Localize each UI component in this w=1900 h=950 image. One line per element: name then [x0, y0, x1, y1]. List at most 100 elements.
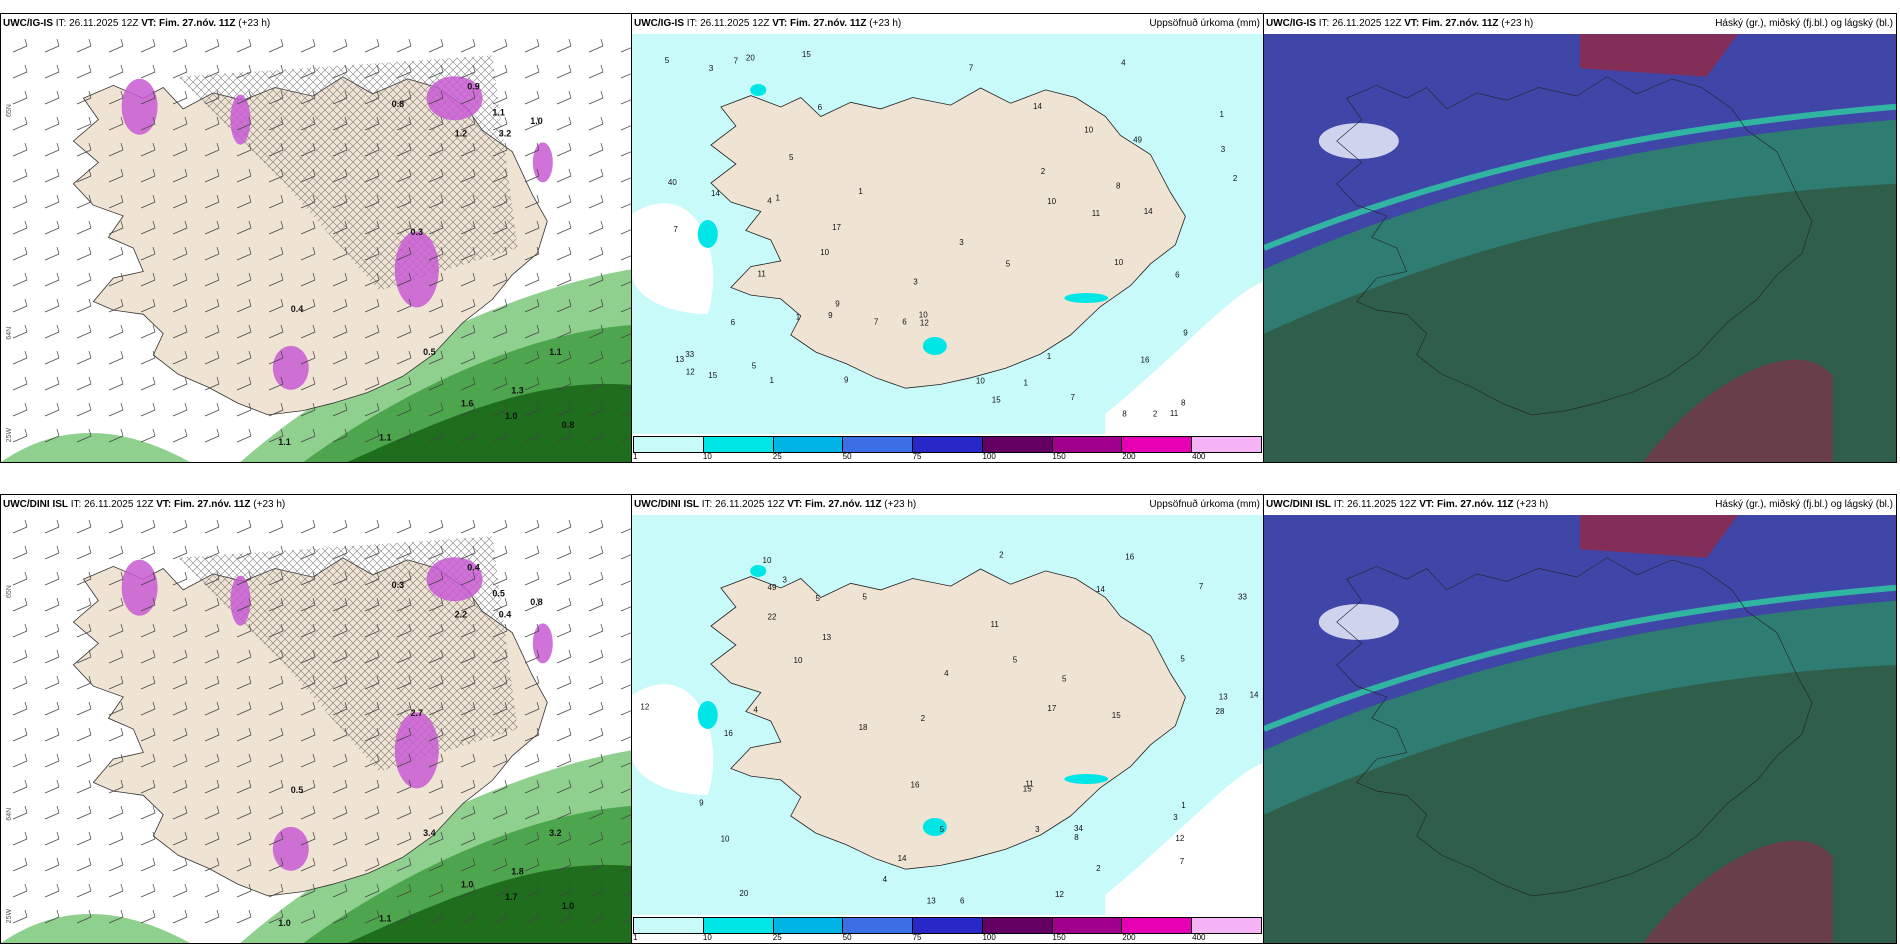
precip-value-label: 11: [1092, 209, 1101, 218]
wind-barb: [556, 350, 572, 365]
wind-barb: [172, 727, 188, 742]
wind-barb: [76, 545, 92, 560]
wind-barb: [428, 909, 444, 924]
wind-barb: [428, 857, 444, 872]
wind-barb: [172, 376, 188, 391]
wind-barb: [172, 142, 188, 157]
wind-barb: [492, 324, 508, 339]
wind-barb: [460, 298, 476, 313]
precip-value-label: 5: [1180, 654, 1185, 663]
wind-barb: [76, 298, 92, 313]
wind-barb: [108, 701, 124, 716]
wind-barb: [268, 350, 284, 365]
wind-barb: [396, 272, 412, 287]
wind-barb: [556, 649, 572, 664]
wind-barb: [364, 519, 380, 534]
wind-barb: [268, 649, 284, 664]
wind-barb: [620, 411, 631, 417]
wind-barb: [236, 38, 252, 53]
precip-value-label: 16: [911, 780, 920, 789]
wind-barb: [332, 142, 348, 157]
panel-title: Háský (gr.), miðský (fj.bl.) og lágský (…: [1715, 18, 1893, 29]
wind-barb: [76, 376, 92, 391]
wind-barb: [364, 38, 380, 53]
precip-value-label: 10: [721, 835, 730, 844]
wind-barb: [396, 701, 412, 716]
wind-barb: [588, 350, 604, 365]
wind-barb: [76, 727, 92, 742]
wind-barb: [204, 428, 220, 443]
wind-barb: [492, 623, 508, 638]
wind-barb: [12, 519, 28, 534]
wind-barb: [492, 597, 508, 612]
wind-barb: [364, 857, 380, 872]
wind-barb: [268, 64, 284, 79]
wind-barb: [524, 376, 540, 391]
wind-barb: [428, 753, 444, 768]
wind-barb: [140, 909, 156, 924]
wind-barb: [396, 428, 412, 443]
wind-barb: [140, 116, 156, 131]
wind-barb: [108, 649, 124, 664]
wind-barb: [108, 727, 124, 742]
wind-barb: [620, 632, 631, 638]
wind-barb: [44, 753, 60, 768]
precip-value-label: 4: [1121, 59, 1126, 68]
wind-barb: [76, 116, 92, 131]
precip-value-label: 9: [835, 300, 840, 309]
colorbar-swatch: [843, 437, 914, 452]
wind-barb: [396, 545, 412, 560]
precip-value-label: 6: [818, 103, 823, 112]
wind-barb: [428, 883, 444, 898]
wind-barb: [12, 350, 28, 365]
wind-barb: [44, 38, 60, 53]
wind-barb: [12, 623, 28, 638]
cloud-overlap: [1643, 359, 1833, 462]
wind-barb: [524, 857, 540, 872]
wind-barb: [492, 857, 508, 872]
wind-barb: [620, 606, 631, 612]
wind-barb: [204, 90, 220, 105]
wind-barb: [300, 38, 316, 53]
wind-barb: [332, 519, 348, 534]
colorbar-swatch: [1192, 437, 1262, 452]
model-label: UWC/DINI ISL: [1266, 499, 1331, 510]
wind-barb: [76, 909, 92, 924]
snow-area: [272, 345, 309, 390]
wind-barb: [300, 727, 316, 742]
dry-area: [632, 684, 714, 795]
precip-value-label: 10: [794, 656, 803, 665]
wind-barb: [332, 909, 348, 924]
wind-barb: [556, 571, 572, 586]
wind-barb: [140, 727, 156, 742]
hatch-area: [177, 55, 518, 291]
wind-barb: [268, 428, 284, 443]
wind-barb: [332, 805, 348, 820]
wind-barb: [268, 545, 284, 560]
snow-area: [532, 623, 553, 664]
wind-barb: [556, 753, 572, 768]
wind-barb: [236, 831, 252, 846]
wind-barb: [556, 142, 572, 157]
wind-barb: [44, 116, 60, 131]
wind-barb: [236, 753, 252, 768]
colorbar-tick: 150: [1052, 933, 1066, 942]
wind-barb: [332, 272, 348, 287]
mid-cloud: [1264, 119, 1896, 334]
wind-barb: [172, 402, 188, 417]
wind-barb: [460, 64, 476, 79]
wind-barb: [620, 918, 631, 924]
wind-barb: [588, 116, 604, 131]
wind-barb: [204, 168, 220, 183]
wind-barb: [172, 38, 188, 53]
panel-title: Uppsöfnuð úrkoma (mm): [1149, 499, 1260, 510]
wind-barb: [556, 168, 572, 183]
wind-barb: [300, 298, 316, 313]
valid-time: VT: Fim. 27.nóv. 11Z: [772, 18, 867, 29]
wind-barb: [460, 220, 476, 235]
precip-value-label: 2: [1096, 864, 1101, 873]
wind-barb: [76, 597, 92, 612]
wind-barb: [300, 831, 316, 846]
wind-barb: [460, 623, 476, 638]
wind-barb: [556, 272, 572, 287]
